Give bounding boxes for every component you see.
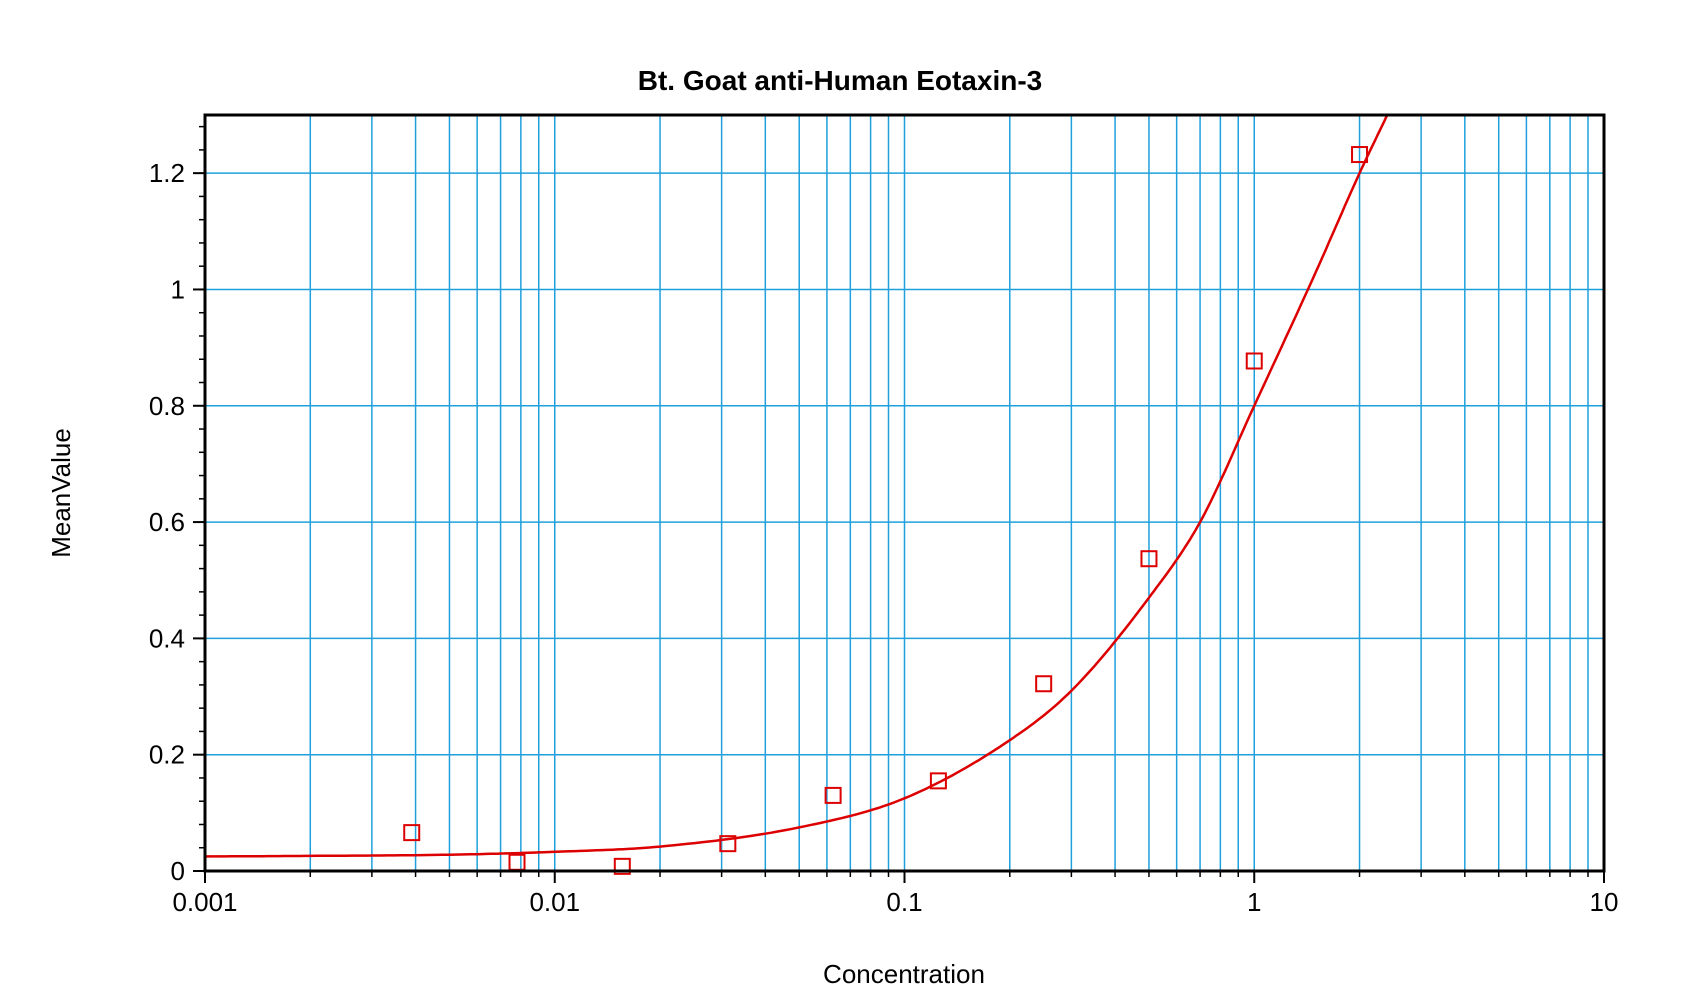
x-tick-label: 0.01 [529,887,580,917]
x-tick-label: 10 [1590,887,1619,917]
data-point [1035,675,1053,693]
y-tick-label: 0.6 [149,507,185,537]
y-axis-label: MeanValue [46,428,76,558]
y-tick-label: 1 [171,274,185,304]
fit-layer [204,114,1389,858]
y-tick-label: 1.2 [149,158,185,188]
data-point [1140,550,1158,568]
x-tick-label: 0.001 [172,887,237,917]
data-points [403,146,1369,875]
x-tick-label: 0.1 [886,887,922,917]
y-tick-label: 0 [171,856,185,886]
y-tick-label: 0.4 [149,623,185,653]
x-tick-label: 1 [1247,887,1261,917]
data-point [1245,352,1263,370]
y-axis-ticks: 0 0.2 0.4 0.6 0.8 1 1.2 [149,158,205,886]
chart-title: Bt. Goat anti-Human Eotaxin-3 [638,65,1042,96]
y-tick-label: 0.2 [149,740,185,770]
data-point [719,835,737,853]
data-point [824,786,842,804]
grid [205,115,1604,871]
data-point [403,824,421,842]
y-tick-label: 0.8 [149,391,185,421]
data-point [1351,146,1369,164]
x-axis-label: Concentration [823,959,985,989]
data-point [613,857,631,875]
data-point [508,853,526,871]
fit-curve-line [204,114,1389,858]
data-point [929,772,947,790]
minor-ticks [199,125,1589,877]
x-axis-ticks: 0.001 0.01 0.1 1 10 [172,871,1618,917]
